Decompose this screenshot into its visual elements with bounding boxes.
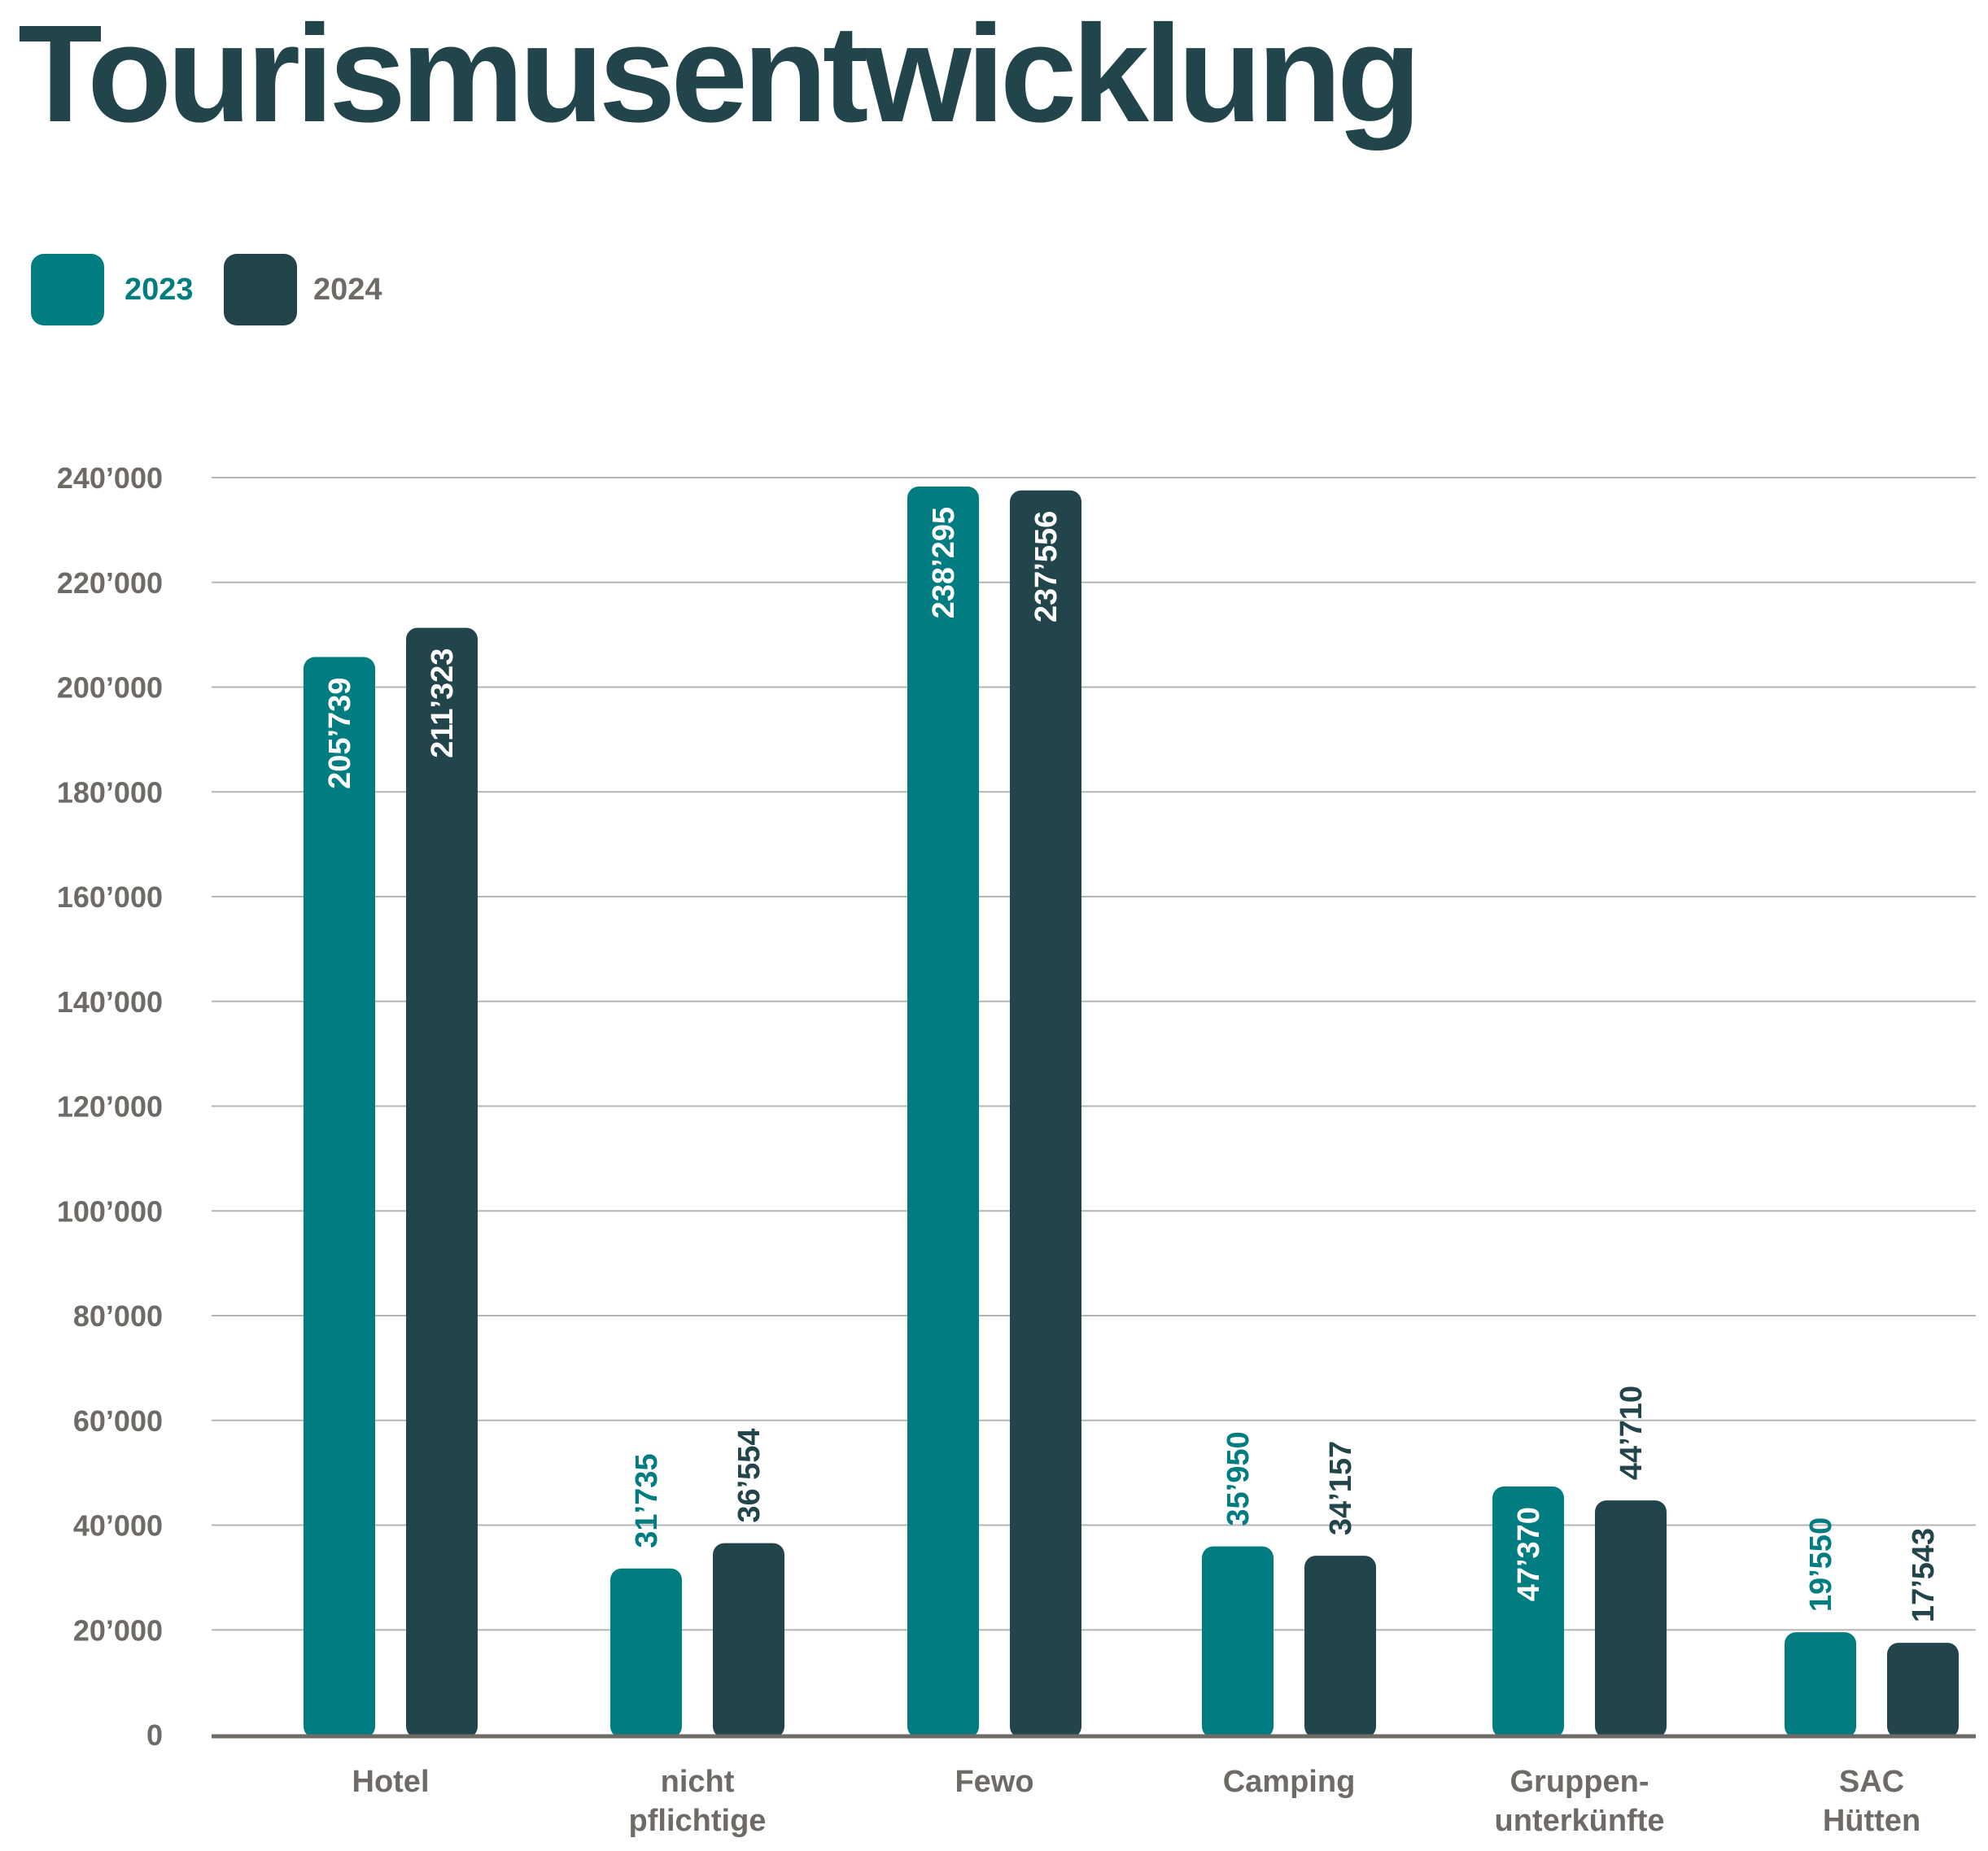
x-category-label: Gruppen-unterkünfte [1495,1765,1665,1838]
value-label: 238’295 [927,507,961,618]
value-label: 34’157 [1324,1441,1358,1535]
y-tick-label: 120’000 [57,1090,163,1124]
y-tick-label: 100’000 [57,1194,163,1228]
y-tick-label: 200’000 [57,671,163,705]
bar-2023 [304,657,375,1738]
legend-swatch-2023 [31,254,104,325]
legend-swatch-2024 [224,254,297,325]
bar-2024 [1010,490,1081,1738]
value-label: 17’543 [1907,1528,1941,1622]
legend-label-2024: 2024 [313,273,382,307]
bar-2023 [610,1568,682,1738]
bar-2023 [1202,1546,1274,1738]
x-axis: Hotel nicht pflichtige Fewo Camping Gruppen-u… [352,1765,1921,1838]
y-tick-label: 0 [146,1718,163,1752]
y-tick-label: 20’000 [73,1613,163,1647]
bars [212,486,1976,1739]
y-tick-label: 80’000 [73,1299,163,1333]
value-label: 44’710 [1614,1386,1649,1480]
x-category-label: SAC Hütten [1823,1765,1920,1838]
value-label: 19’550 [1804,1517,1838,1612]
value-label: 211’323 [426,648,460,758]
y-tick-label: 240’000 [57,461,163,495]
value-label: 47’370 [1512,1507,1546,1601]
legend: 2023 2024 [31,254,382,325]
page-title: Tourismusentwicklung [18,0,1422,151]
x-category-label: Camping [1223,1765,1356,1799]
y-tick-label: 140’000 [57,985,163,1019]
legend-label-2023: 2023 [125,273,194,307]
bar-2024 [1304,1556,1376,1738]
y-tick-label: 220’000 [57,566,163,600]
y-tick-label: 60’000 [73,1404,163,1438]
y-tick-label: 180’000 [57,775,163,809]
y-tick-label: 40’000 [73,1509,163,1543]
bar-2024 [406,627,478,1739]
bar-2023 [1785,1632,1856,1738]
bar-2024 [1595,1500,1667,1738]
x-category-label: nicht pflichtige [629,1765,767,1838]
bar-2023 [1492,1486,1564,1738]
value-label: 205’739 [323,678,357,789]
value-label: 36’554 [732,1428,767,1522]
value-label: 35’950 [1221,1431,1256,1526]
bar-2024 [713,1543,784,1738]
y-axis: 0 20’000 40’000 60’000 80’000 100’000 120’000 1… [57,461,163,1752]
bar-2024 [1887,1643,1959,1738]
x-category-label: Hotel [352,1765,430,1799]
value-label: 31’735 [630,1453,664,1548]
x-category-label: Fewo [955,1765,1033,1799]
value-label: 237’556 [1029,511,1064,622]
gridlines [212,477,1976,1631]
y-tick-label: 160’000 [57,880,163,914]
value-labels: 205’739 211’323 31’735 36’554 238’295 237’556… [323,507,1941,1622]
bar-2023 [907,486,979,1738]
